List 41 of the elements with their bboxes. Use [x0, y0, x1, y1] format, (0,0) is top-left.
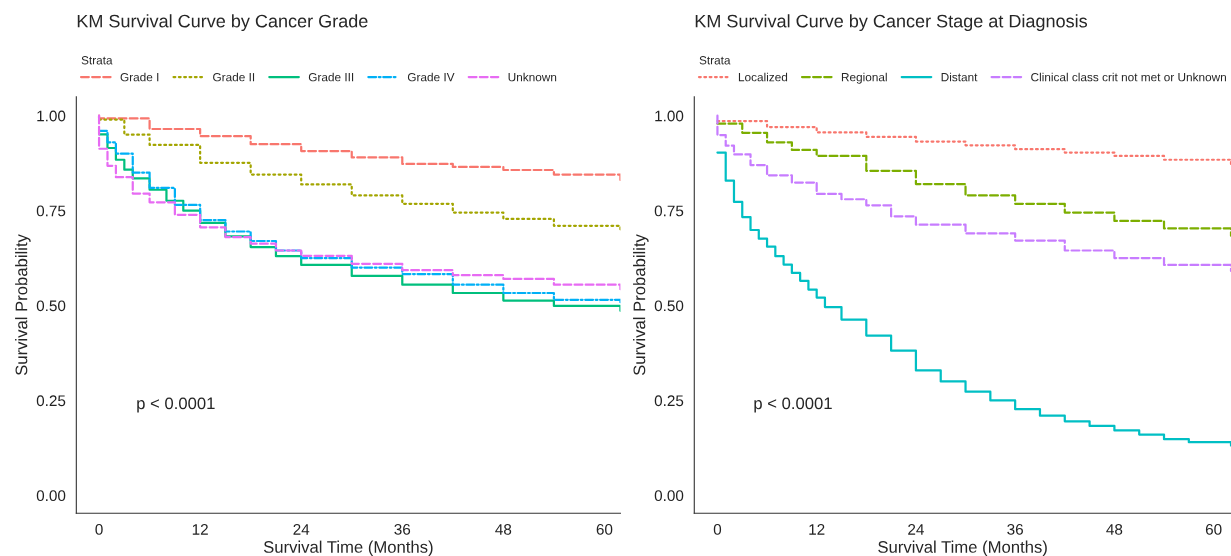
- x-tick-label: 60: [1205, 524, 1222, 535]
- x-tick-label: 48: [1106, 524, 1123, 535]
- legend-title: Strata: [81, 56, 113, 65]
- annotation: p < 0.0001: [754, 397, 832, 413]
- y-axis-title: Survival Probability: [15, 234, 31, 376]
- y-tick-label: 0.50: [36, 300, 66, 312]
- y-tick-label: 0.75: [654, 205, 684, 217]
- y-tick-label: 1.00: [655, 110, 684, 122]
- chart-title: KM Survival Curve by Cancer Stage at Diagnosis: [695, 14, 1088, 32]
- legend-label: Localized: [738, 72, 788, 82]
- legend-title: Strata: [699, 56, 731, 65]
- x-tick-label: 24: [293, 524, 310, 535]
- x-tick-label: 0: [713, 524, 722, 535]
- legend-label: Regional: [841, 72, 887, 84]
- y-tick-label: 0.25: [654, 395, 684, 407]
- x-tick-label: 24: [908, 524, 924, 535]
- x-tick-label: 0: [95, 524, 103, 535]
- x-tick-label: 36: [1007, 524, 1023, 535]
- y-tick-label: 0.50: [654, 300, 684, 312]
- legend-label: Grade IV: [407, 72, 455, 82]
- x-tick-label: 60: [596, 524, 613, 535]
- y-tick-label: 0.25: [36, 395, 66, 407]
- y-tick-label: 0.00: [654, 490, 684, 502]
- x-tick-label: 48: [495, 524, 512, 535]
- legend-label: Clinical class crit not met or Unknown: [1031, 72, 1226, 82]
- legend-label: Grade I: [120, 72, 159, 82]
- y-tick-label: 0.00: [36, 490, 66, 502]
- y-tick-label: 0.75: [36, 205, 66, 217]
- annotation: p < 0.0001: [137, 397, 215, 413]
- legend-label: Grade II: [213, 72, 255, 82]
- x-axis-title: Survival Time (Months): [878, 540, 1047, 556]
- y-axis-title: Survival Probability: [633, 234, 649, 376]
- y-tick-label: 1.00: [37, 110, 66, 122]
- x-tick-label: 36: [394, 524, 411, 535]
- x-tick-label: 12: [192, 524, 208, 535]
- chart-title: KM Survival Curve by Cancer Grade: [77, 14, 368, 32]
- legend-label: Unknown: [508, 72, 557, 82]
- legend-label: Grade III: [308, 72, 354, 82]
- x-axis-title: Survival Time (Months): [263, 540, 433, 556]
- legend-label: Distant: [941, 72, 978, 82]
- x-tick-label: 12: [809, 524, 825, 535]
